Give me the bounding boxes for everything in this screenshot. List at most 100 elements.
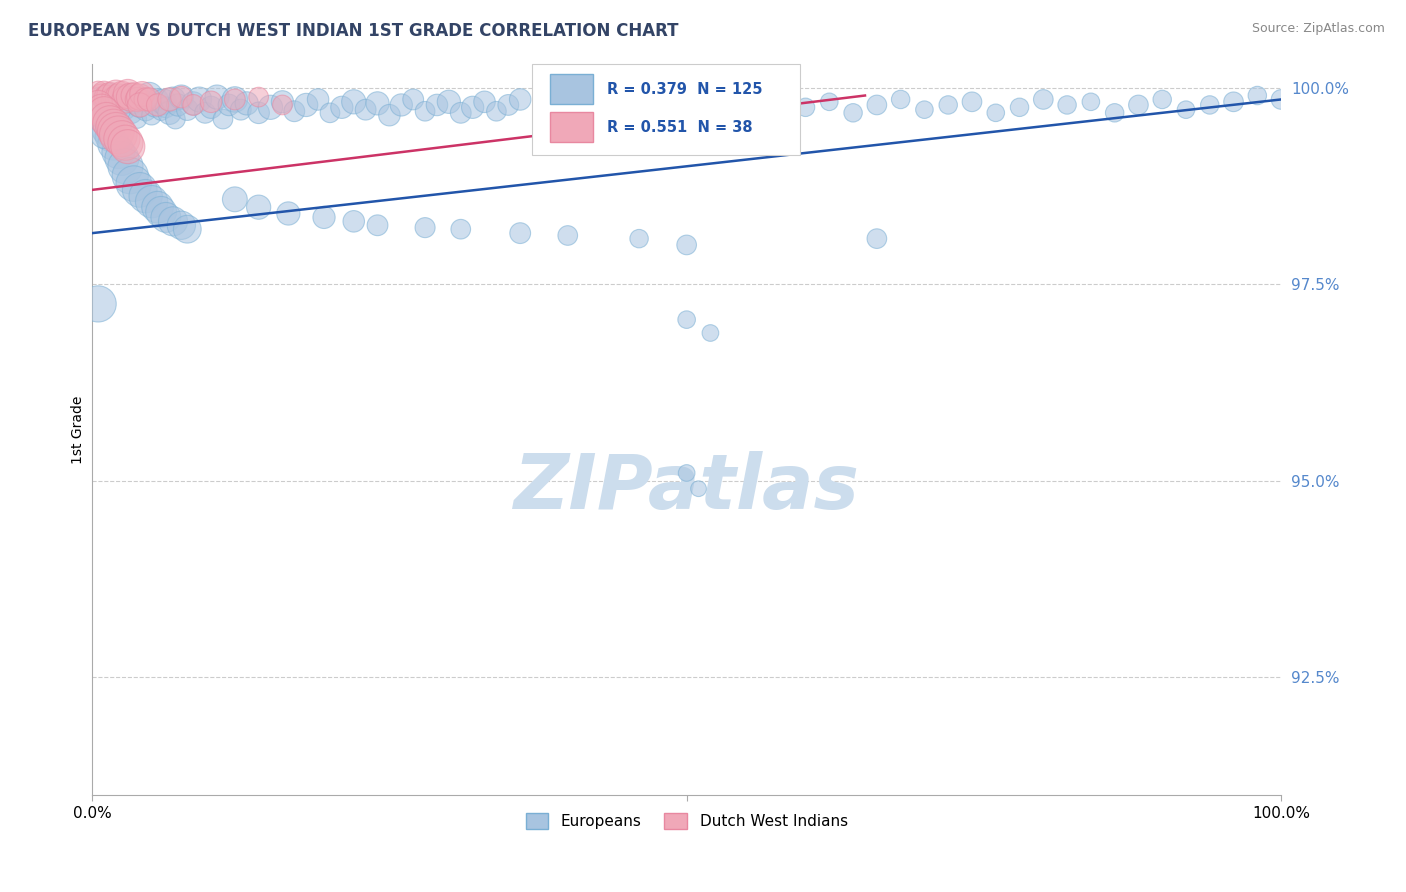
Point (166, 98, 188, 112)
Point (107, 90, 129, 104)
Point (128, 183, 150, 197)
Point (235, 96, 257, 111)
Point (218, 98, 240, 112)
Point (122, 177, 145, 191)
Point (87, 98, 110, 112)
Point (1152, 92, 1174, 106)
Point (138, 88, 160, 103)
Point (247, 105, 270, 120)
Point (117, 90, 139, 104)
Point (277, 206, 299, 220)
Y-axis label: 1st Grade: 1st Grade (72, 395, 86, 464)
Point (1008, 100, 1031, 114)
Point (688, 482, 710, 496)
Point (224, 92, 246, 106)
Point (90, 92, 112, 106)
Point (354, 103, 377, 117)
FancyBboxPatch shape (531, 64, 800, 155)
Point (794, 100, 817, 114)
Point (1080, 95, 1102, 109)
Point (87, 85, 110, 99)
Point (343, 214, 366, 228)
Point (141, 108, 163, 122)
Point (474, 95, 496, 109)
Point (271, 95, 294, 109)
Point (675, 238, 697, 252)
Point (450, 105, 472, 120)
Text: R = 0.551  N = 38: R = 0.551 N = 38 (607, 120, 752, 136)
Point (247, 200, 270, 214)
Point (127, 92, 149, 106)
Text: Source: ZipAtlas.com: Source: ZipAtlas.com (1251, 22, 1385, 36)
Point (842, 105, 865, 120)
Point (699, 103, 721, 117)
Legend: Europeans, Dutch West Indians: Europeans, Dutch West Indians (519, 807, 853, 835)
Point (818, 95, 841, 109)
Point (117, 139, 139, 153)
Point (259, 100, 281, 114)
Point (319, 105, 342, 120)
Point (146, 92, 169, 106)
Point (96, 112, 118, 127)
Point (212, 112, 235, 127)
Point (131, 92, 153, 106)
Point (114, 136, 136, 150)
Point (114, 159, 136, 173)
Point (389, 98, 412, 112)
Point (675, 312, 697, 326)
Point (224, 192, 246, 206)
Point (103, 120, 125, 134)
Point (628, 104, 651, 119)
Point (128, 98, 150, 112)
Point (1032, 92, 1054, 106)
Point (98, 116, 121, 130)
Point (170, 90, 193, 104)
Point (120, 169, 142, 183)
Point (229, 103, 252, 117)
Point (533, 105, 555, 120)
Point (205, 90, 228, 104)
Point (343, 95, 366, 109)
Point (104, 124, 127, 138)
Point (143, 98, 166, 112)
Point (104, 87, 127, 101)
Point (367, 219, 389, 233)
Point (330, 100, 353, 114)
Point (426, 98, 449, 112)
Point (98, 119, 121, 133)
Point (155, 100, 177, 114)
Point (1175, 103, 1198, 117)
Point (557, 98, 579, 112)
Point (723, 98, 745, 112)
FancyBboxPatch shape (550, 112, 593, 143)
Point (159, 105, 181, 120)
Point (87, 88, 110, 103)
Point (141, 194, 163, 209)
Point (1104, 105, 1126, 120)
Point (747, 95, 769, 109)
Point (117, 87, 139, 101)
Point (413, 104, 436, 119)
Point (498, 98, 520, 112)
Point (651, 98, 673, 112)
Point (461, 100, 484, 114)
Point (181, 96, 204, 111)
Point (114, 103, 136, 117)
Point (96, 124, 118, 138)
Point (181, 98, 204, 112)
Point (984, 105, 1007, 120)
Point (98, 88, 121, 103)
Point (866, 98, 889, 112)
Point (770, 105, 793, 120)
Point (1128, 98, 1150, 112)
Point (485, 104, 508, 119)
Point (93, 128, 115, 142)
Point (104, 92, 127, 106)
Point (1222, 95, 1244, 109)
Point (413, 220, 436, 235)
Point (93, 90, 115, 104)
Point (200, 95, 222, 109)
Point (188, 92, 211, 106)
Point (98, 87, 121, 101)
Point (93, 105, 115, 120)
